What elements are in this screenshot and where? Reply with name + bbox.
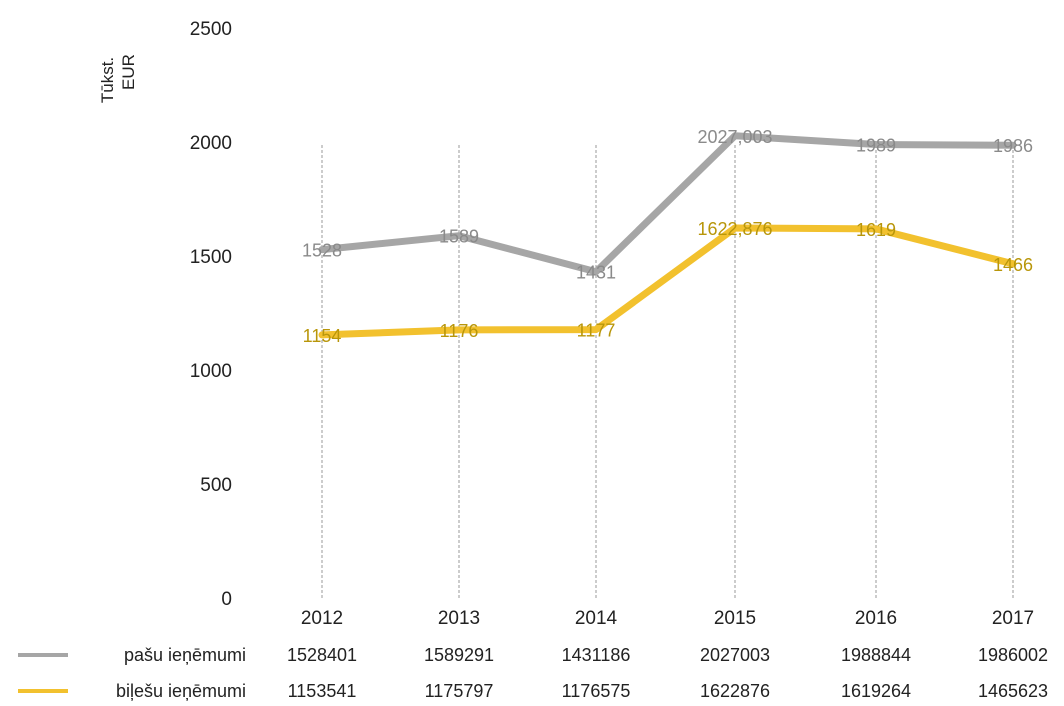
- x-tick-label: 2015: [714, 608, 756, 629]
- data-label: 1431: [576, 263, 616, 283]
- data-label: 1986: [993, 136, 1033, 156]
- data-point: [319, 246, 325, 253]
- data-table: pašu ieņēmumi 1528401 1589291 1431186 202700…: [18, 645, 1048, 701]
- data-point: [1010, 260, 1016, 267]
- table-cell: 2027003: [700, 645, 770, 665]
- x-axis-categories: 2012 2013 2014 2015 2016 2017: [301, 608, 1034, 629]
- data-point: [732, 224, 738, 231]
- y-tick-label: 2500: [190, 19, 232, 40]
- category-gridlines: [321, 145, 1014, 598]
- table-cell: 1622876: [700, 681, 770, 701]
- y-tick-label: 2000: [190, 133, 232, 154]
- data-label: 1528: [302, 241, 342, 261]
- table-cell: 1175797: [425, 681, 494, 701]
- legend-label: biļešu ieņēmumi: [116, 681, 246, 701]
- y-tick-label: 1500: [190, 247, 232, 268]
- data-label: 1177: [577, 321, 616, 341]
- data-point: [873, 141, 879, 148]
- data-label: 1466: [993, 255, 1033, 275]
- series-line-0: [318, 132, 1017, 276]
- data-point: [1010, 142, 1016, 149]
- table-cell: 1153541: [288, 681, 357, 701]
- data-label: 2027,003: [697, 127, 772, 147]
- data-label: 1989: [856, 136, 896, 156]
- data-label: 1619: [856, 220, 896, 240]
- data-label: 1176: [440, 321, 479, 341]
- x-tick-label: 2012: [301, 608, 343, 629]
- table-cell: 1465623: [978, 681, 1048, 701]
- y-axis-ticks: 0 500 1000 1500 2000 2500: [190, 19, 232, 610]
- y-tick-label: 500: [200, 475, 232, 496]
- y-axis-title-line2: EUR: [119, 54, 138, 90]
- series-line-1: [318, 224, 1017, 339]
- table-cell: 1589291: [424, 645, 494, 665]
- table-cell: 1988844: [841, 645, 911, 665]
- data-label: 1622,876: [697, 219, 772, 239]
- x-tick-label: 2017: [992, 608, 1034, 629]
- table-cell: 1619264: [841, 681, 911, 701]
- table-cell: 1176575: [562, 681, 631, 701]
- x-tick-label: 2014: [575, 608, 618, 629]
- y-tick-label: 0: [221, 589, 232, 610]
- y-tick-label: 1000: [190, 361, 232, 382]
- table-cell: 1986002: [978, 645, 1048, 665]
- data-point: [593, 326, 599, 333]
- table-cell: 1528401: [287, 645, 357, 665]
- data-labels: 1528 1589 1431 2027,003 1989 1986 1154 1176 1177…: [302, 127, 1033, 346]
- x-tick-label: 2016: [855, 608, 897, 629]
- data-point: [732, 132, 738, 139]
- legend-label: pašu ieņēmumi: [124, 645, 246, 665]
- y-axis-title-line1: Tūkst.: [98, 57, 117, 103]
- data-point: [873, 225, 879, 232]
- series-lines: [318, 132, 1017, 339]
- data-label: 1589: [439, 227, 479, 247]
- data-point: [456, 326, 462, 333]
- x-tick-label: 2013: [438, 608, 480, 629]
- data-label: 1154: [303, 326, 342, 346]
- data-point: [319, 331, 325, 338]
- data-point: [456, 232, 462, 239]
- table-cell: 1431186: [562, 645, 631, 665]
- data-point: [593, 268, 599, 275]
